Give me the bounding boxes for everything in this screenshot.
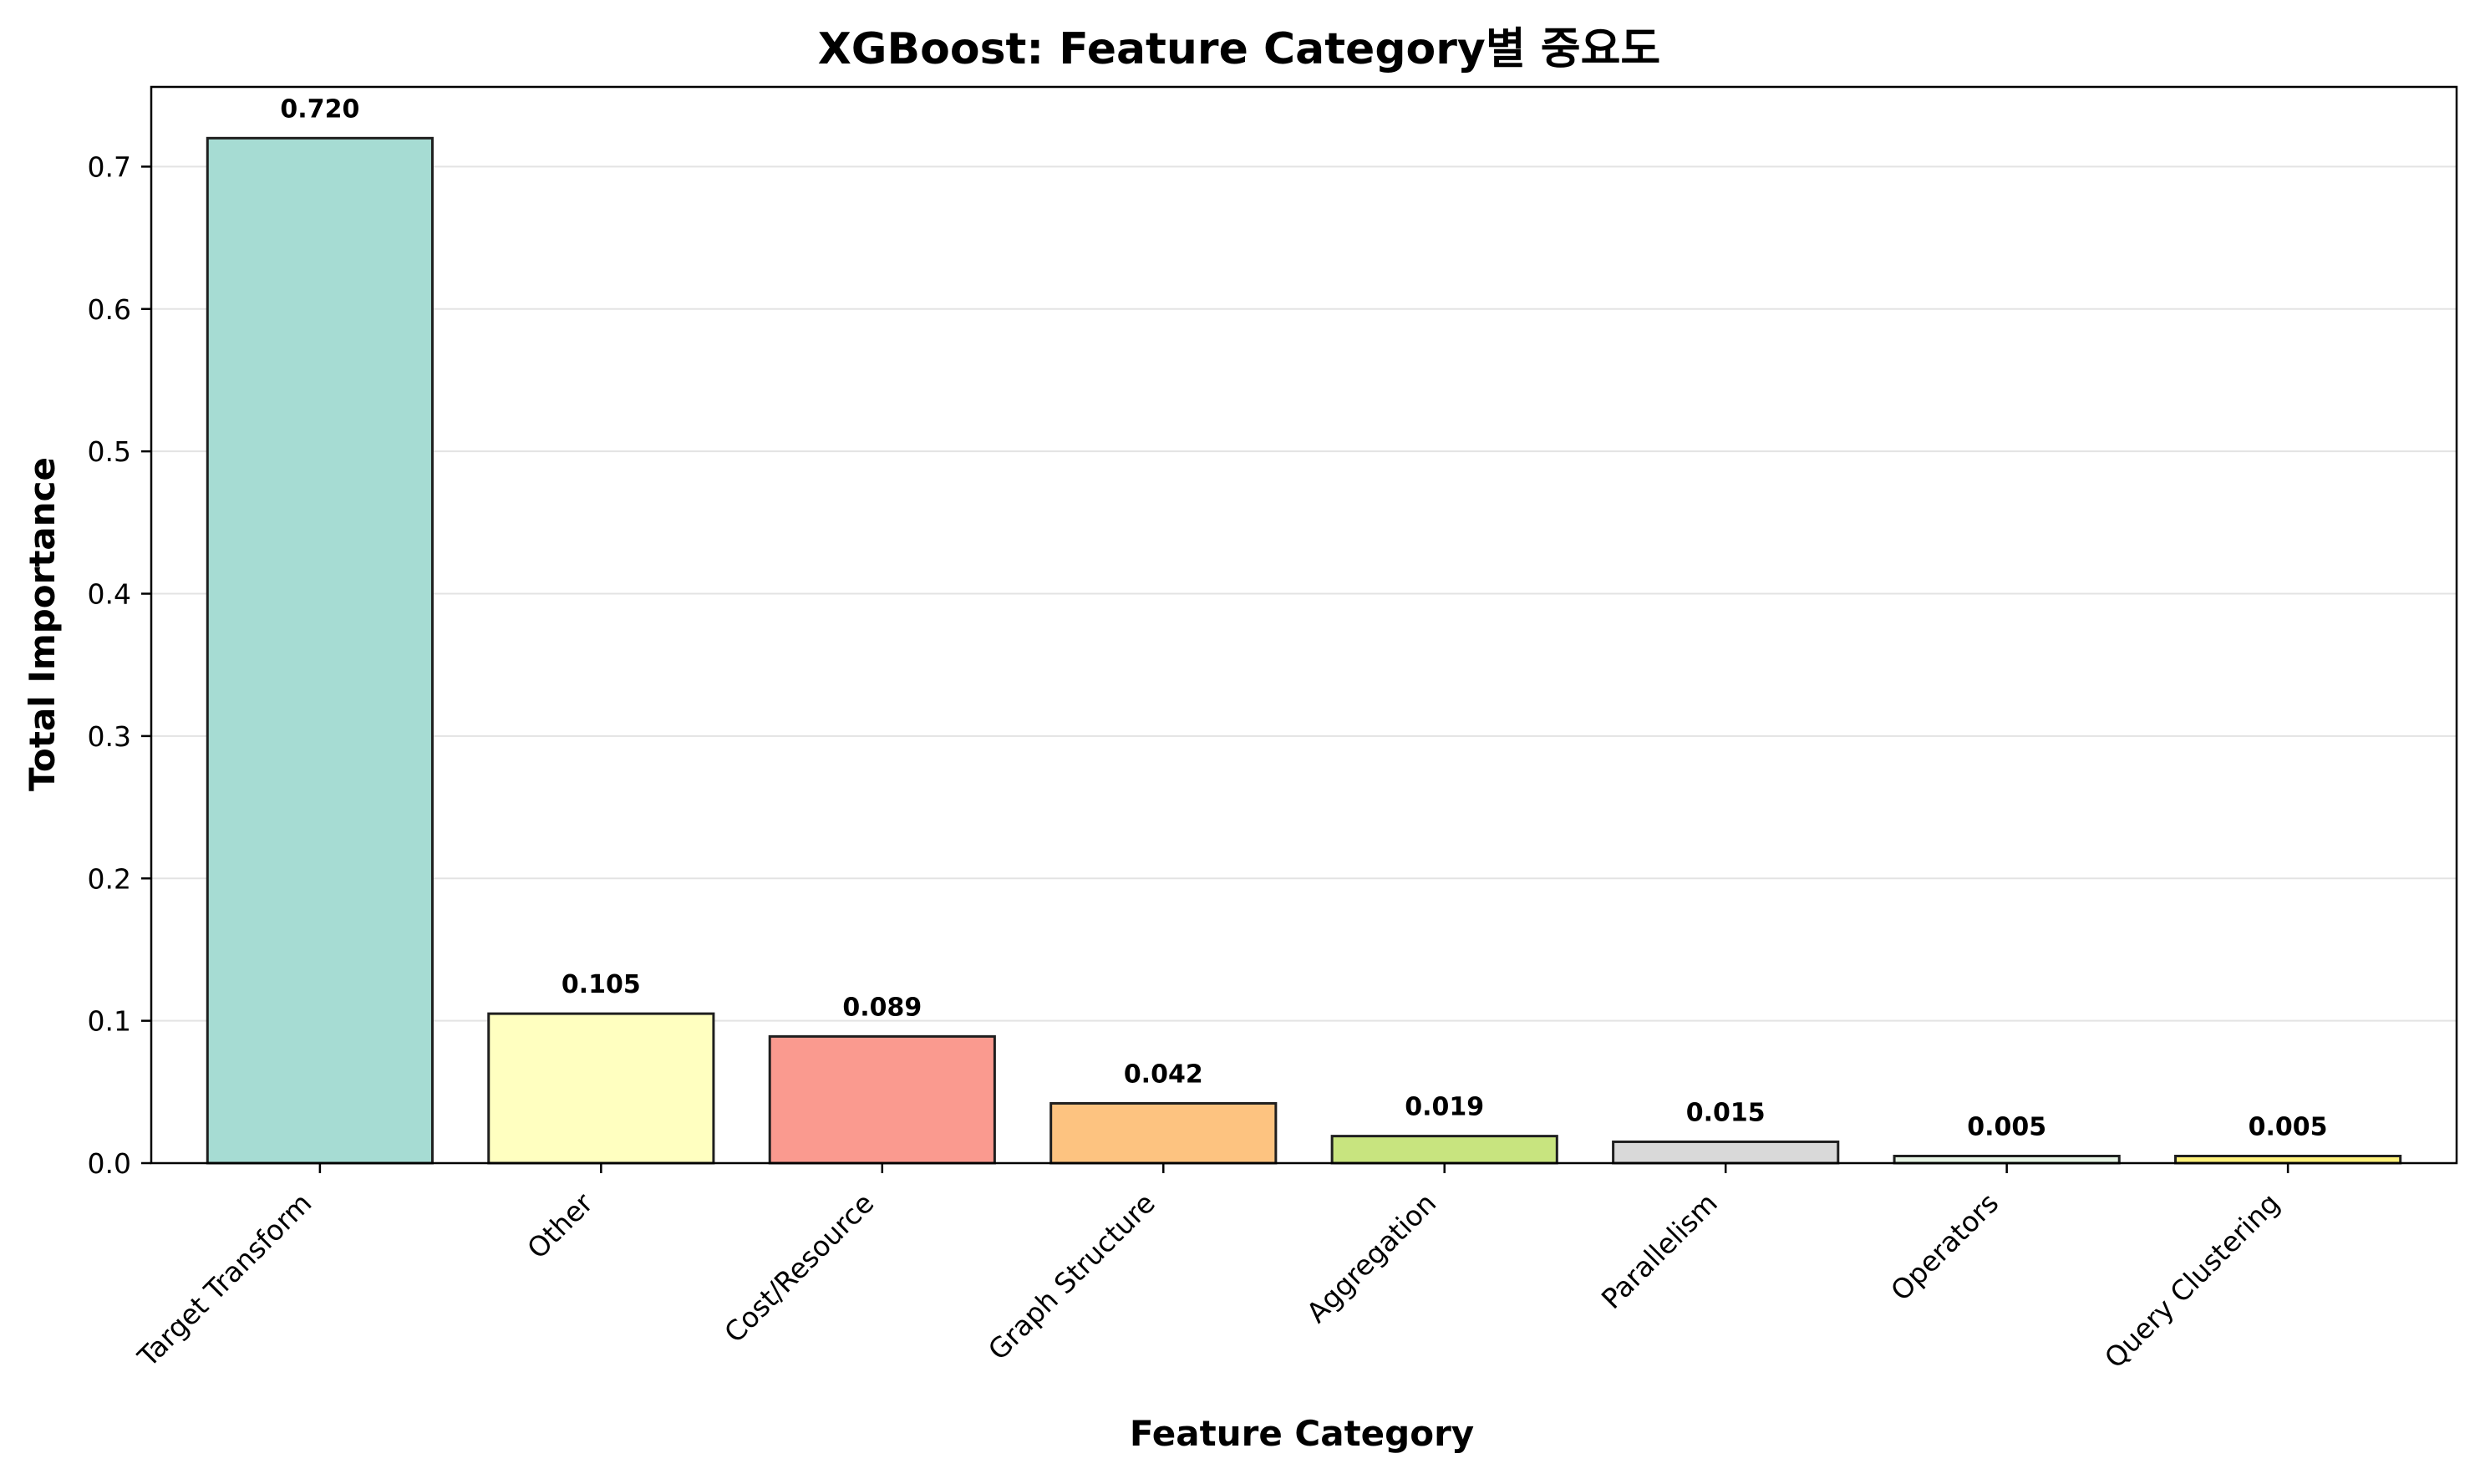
data-labels: 0.720 0.105 0.089 0.042 0.019 0.015 0.005 0.005 <box>280 94 2327 1141</box>
y-tick-label: 0.5 <box>88 435 131 468</box>
y-axis-ticks: 0.0 0.1 0.2 0.3 0.4 0.5 0.6 0.7 <box>88 150 151 1180</box>
bar <box>2174 1154 2402 1165</box>
y-tick-label: 0.0 <box>88 1147 131 1180</box>
y-tick-label: 0.4 <box>88 578 131 611</box>
bar-value-label: 0.005 <box>1967 1112 2046 1141</box>
y-tick-label: 0.7 <box>88 150 131 183</box>
bar <box>1330 1135 1558 1165</box>
bar <box>206 136 434 1165</box>
bar <box>1893 1154 2121 1165</box>
y-tick-label: 0.6 <box>88 293 131 326</box>
bar <box>487 1012 715 1165</box>
plot-frame <box>150 85 2458 1165</box>
bar-value-label: 0.105 <box>562 970 641 999</box>
bar-value-label: 0.005 <box>2249 1112 2328 1141</box>
bar <box>1612 1140 1840 1165</box>
bar-value-label: 0.089 <box>842 993 922 1022</box>
bar-value-label: 0.042 <box>1124 1060 1203 1089</box>
bar <box>768 1034 996 1165</box>
x-axis-label: Feature Category <box>1130 1413 1474 1454</box>
bar-value-label: 0.019 <box>1405 1093 1484 1122</box>
y-tick-label: 0.1 <box>88 1005 131 1038</box>
y-tick-label: 0.2 <box>88 862 131 895</box>
bar-value-label: 0.720 <box>280 94 359 124</box>
bar-value-label: 0.015 <box>1686 1098 1766 1127</box>
chart-title: XGBoost: Feature Category별 중요도 <box>818 24 1661 74</box>
y-axis-label: Total Importance <box>22 457 63 791</box>
y-tick-label: 0.3 <box>88 720 131 753</box>
bar <box>1049 1101 1278 1165</box>
